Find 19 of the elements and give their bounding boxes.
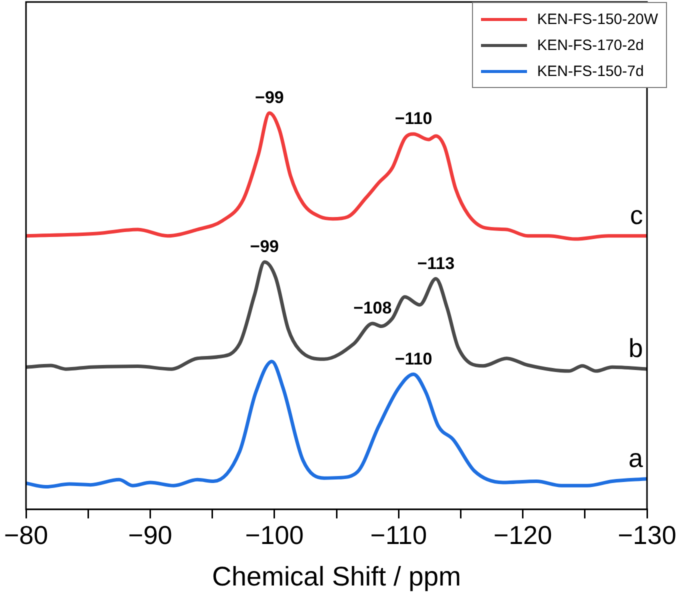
annotation: b — [628, 333, 643, 364]
annotation: −113 — [417, 254, 455, 273]
x-tick-label: −90 — [128, 520, 172, 550]
legend-label: KEN-FS-150-7d — [537, 62, 644, 80]
annotation: −110 — [394, 109, 432, 128]
annotation: −99 — [250, 237, 279, 256]
legend-label: KEN-FS-150-20W — [537, 10, 658, 28]
x-tick-label: −130 — [618, 520, 676, 550]
annotation: c — [630, 200, 643, 230]
annotation: a — [628, 443, 644, 474]
x-tick-label: −120 — [494, 520, 552, 550]
legend-label: KEN-FS-170-2d — [537, 36, 644, 54]
annotation: −108 — [353, 298, 392, 318]
x-tick-label: −80 — [4, 520, 48, 550]
x-axis-title: Chemical Shift / ppm — [212, 561, 462, 592]
annotation: −110 — [394, 349, 432, 368]
annotation: −99 — [255, 88, 284, 108]
x-tick-label: −100 — [245, 520, 304, 550]
x-tick-label: −110 — [370, 520, 427, 550]
